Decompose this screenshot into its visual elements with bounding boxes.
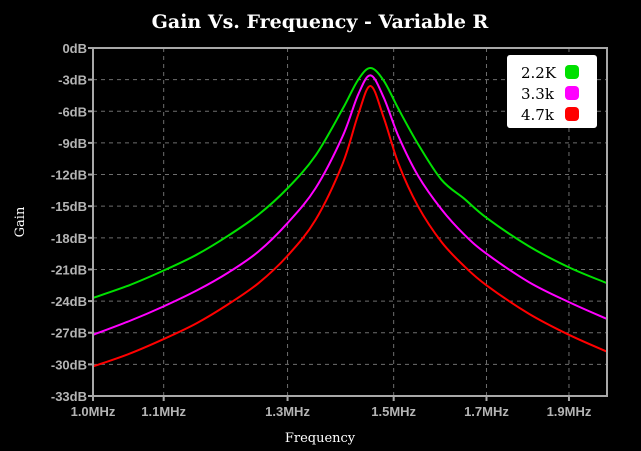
y-tick-label: -27dB xyxy=(51,326,87,341)
y-tick-label: -18dB xyxy=(51,231,87,246)
series-line-1 xyxy=(92,74,608,336)
x-tick-label: 1.7MHz xyxy=(464,404,509,419)
axis-ticks: 0dB -3dB -6dB -9dB -12dB -15dB -18dB -21dB -24dB… xyxy=(51,41,592,419)
y-axis-label: Gain xyxy=(13,206,28,237)
series-line-2 xyxy=(92,84,608,368)
y-tick-label: -6dB xyxy=(58,104,87,119)
y-tick-label: -9dB xyxy=(58,136,87,151)
series-lines xyxy=(92,67,608,368)
x-tick-label: 1.0MHz xyxy=(71,404,116,419)
x-tick-label: 1.9MHz xyxy=(547,404,592,419)
x-tick-label: 1.3MHz xyxy=(265,404,310,419)
legend-swatch xyxy=(565,86,579,100)
y-tick-label: -3dB xyxy=(58,73,87,88)
y-tick-label: 0dB xyxy=(62,41,87,56)
x-tick-label: 1.1MHz xyxy=(141,404,186,419)
series-line-0 xyxy=(92,67,608,299)
y-tick-label: -33dB xyxy=(51,389,87,404)
legend-label: 4.7k xyxy=(521,106,555,124)
y-tick-label: -21dB xyxy=(51,262,87,277)
x-tick-label: 1.5MHz xyxy=(371,404,416,419)
legend-label: 3.3k xyxy=(521,85,555,103)
legend-swatch xyxy=(565,65,579,79)
legend: 2.2K 3.3k 4.7k xyxy=(507,55,597,128)
x-axis-label: Frequency xyxy=(285,431,356,446)
y-tick-label: -30dB xyxy=(51,357,87,372)
legend-label: 2.2K xyxy=(521,64,557,82)
plot-frame xyxy=(92,47,608,397)
y-tick-label: -24dB xyxy=(51,294,87,309)
y-tick-label: -15dB xyxy=(51,199,87,214)
legend-swatch xyxy=(565,107,579,121)
y-tick-label: -12dB xyxy=(51,168,87,183)
chart-title: Gain Vs. Frequency - Variable R xyxy=(152,11,489,33)
